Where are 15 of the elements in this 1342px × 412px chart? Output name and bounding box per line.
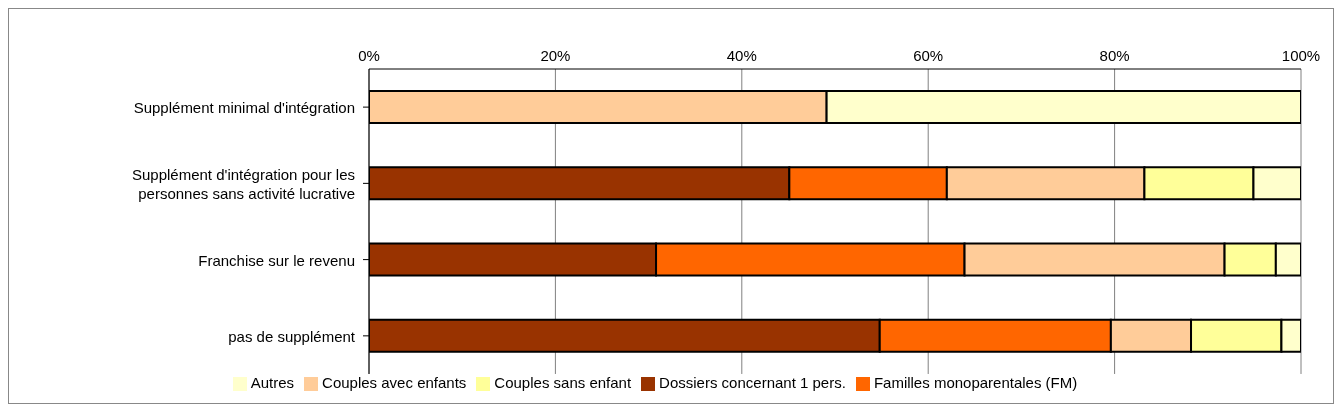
y-tick-label: Supplément minimal d'intégration: [133, 98, 355, 116]
y-tick-label: pas de supplément: [228, 327, 356, 345]
legend-label: Dossiers concernant 1 pers.: [659, 373, 846, 391]
legend-label: Couples avec enfants: [322, 373, 467, 391]
x-tick-label: 100%: [1281, 47, 1321, 64]
x-tick-label: 40%: [726, 47, 757, 64]
x-tick-label: 60%: [913, 47, 944, 64]
x-tick-label: 20%: [540, 47, 571, 64]
y-tick-label: Franchise sur le revenu: [198, 251, 355, 269]
y-tick-label: Supplément d'intégration pour les personnes sans activité lucrative: [131, 165, 355, 202]
x-tick-label: 0%: [358, 47, 380, 64]
legend-label: Familles monoparentales (FM): [873, 373, 1078, 391]
x-tick-label: 80%: [1099, 47, 1130, 64]
legend-label: Couples sans enfant: [494, 373, 632, 391]
legend-label: Autres: [250, 373, 295, 391]
